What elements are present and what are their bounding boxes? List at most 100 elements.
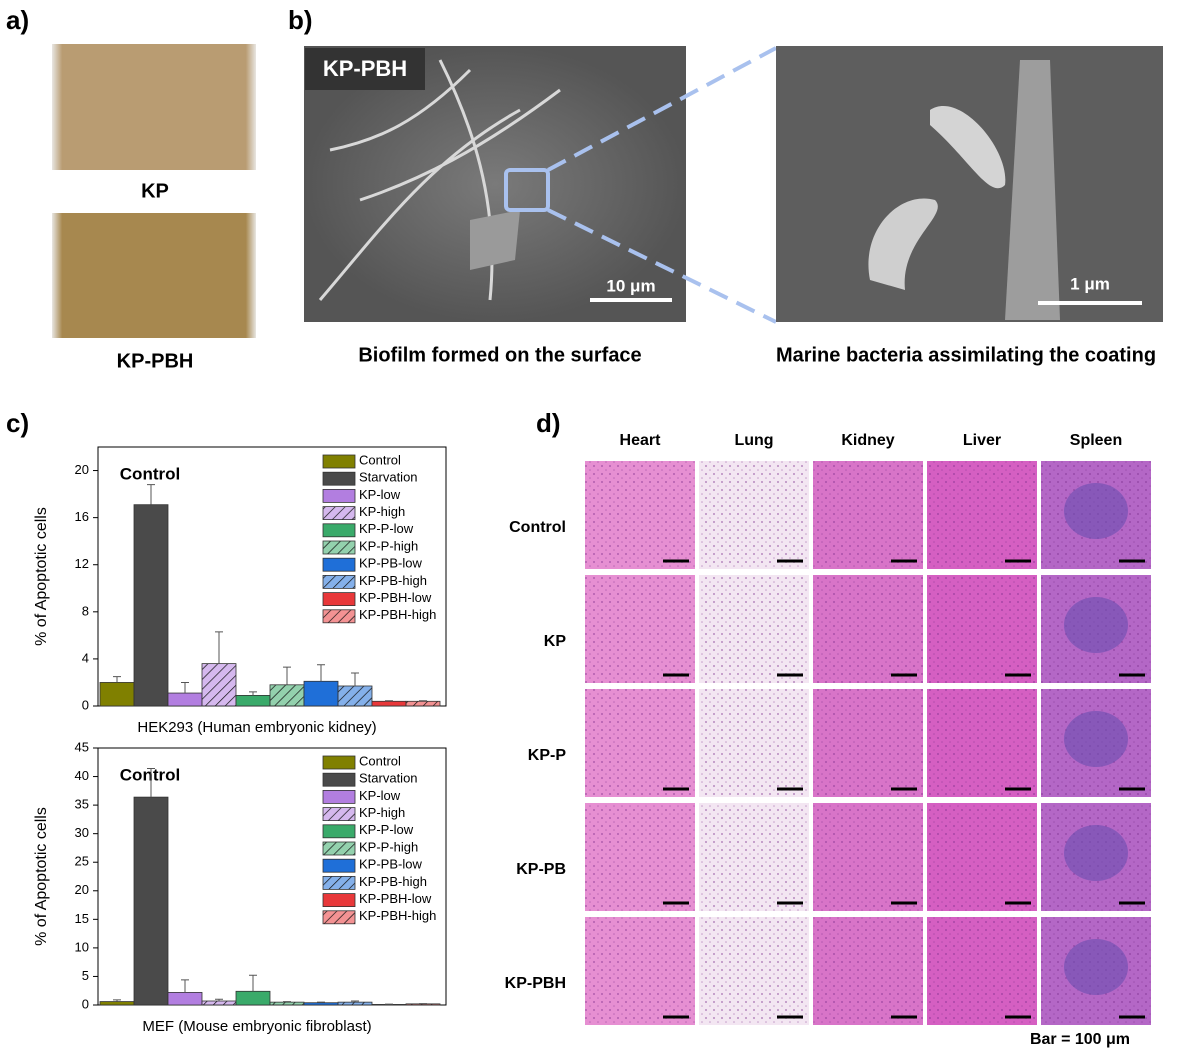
row-label: Control bbox=[509, 519, 566, 536]
photo bbox=[52, 44, 256, 170]
error-bar bbox=[215, 998, 223, 1001]
tissue-texture bbox=[927, 803, 1037, 911]
legend-label: KP-PB-high bbox=[359, 874, 427, 889]
tissue-texture bbox=[699, 917, 809, 1025]
tissue-texture bbox=[813, 917, 923, 1025]
error-bar bbox=[351, 672, 359, 686]
y-tick-label: 8 bbox=[82, 603, 89, 618]
bar bbox=[99, 682, 135, 707]
error-bar bbox=[317, 1001, 325, 1003]
legend-swatch bbox=[322, 592, 356, 606]
y-tick-label: 0 bbox=[82, 697, 89, 712]
bar bbox=[167, 692, 203, 707]
legend-label: KP-PBH-low bbox=[359, 590, 432, 605]
error-bar bbox=[147, 768, 155, 798]
error-bar bbox=[113, 999, 121, 1002]
tissue-region bbox=[1064, 711, 1128, 767]
column-label: Liver bbox=[963, 432, 1001, 449]
legend-swatch bbox=[322, 807, 356, 821]
tissue-texture bbox=[585, 689, 695, 797]
bar bbox=[303, 1002, 339, 1006]
debris bbox=[470, 210, 520, 270]
column-label: Kidney bbox=[841, 432, 894, 449]
error-bar bbox=[283, 1001, 291, 1003]
error-bar bbox=[351, 1000, 359, 1003]
legend-label: KP-PB-high bbox=[359, 573, 427, 588]
x-axis-label: MEF (Mouse embryonic fibroblast) bbox=[142, 1018, 371, 1035]
legend-swatch bbox=[322, 755, 356, 770]
zoom-line bbox=[547, 46, 777, 172]
caption: Marine bacteria assimilating the coating bbox=[776, 344, 1156, 366]
bar bbox=[201, 1000, 237, 1006]
zoom-line bbox=[547, 208, 777, 324]
bar bbox=[133, 504, 169, 707]
bar bbox=[371, 700, 407, 707]
y-tick-label: 20 bbox=[75, 462, 89, 477]
photo-label: KP bbox=[141, 180, 169, 202]
bacterium bbox=[868, 198, 938, 290]
annotation: Control bbox=[120, 464, 180, 483]
y-tick-label: 25 bbox=[75, 854, 89, 869]
row-label: KP-PBH bbox=[505, 975, 566, 992]
scale-label: 1 μm bbox=[1070, 274, 1110, 293]
tissue-texture bbox=[813, 689, 923, 797]
legend-swatch bbox=[322, 557, 356, 572]
legend-swatch bbox=[322, 893, 356, 907]
legend-label: KP-P-low bbox=[359, 521, 414, 536]
legend-swatch bbox=[322, 454, 356, 469]
fiber bbox=[1005, 60, 1060, 320]
legend-label: KP-PB-low bbox=[359, 857, 422, 872]
scale-label: 10 μm bbox=[606, 276, 655, 295]
bar bbox=[167, 992, 203, 1006]
panel-label: a) bbox=[6, 5, 29, 35]
panel-label: c) bbox=[6, 408, 29, 438]
error-bar bbox=[181, 681, 189, 694]
y-tick-label: 16 bbox=[75, 509, 89, 524]
legend-label: KP-PB-low bbox=[359, 556, 422, 571]
y-tick-label: 15 bbox=[75, 911, 89, 926]
legend-swatch bbox=[322, 824, 356, 839]
legend-swatch bbox=[322, 506, 356, 521]
error-bar bbox=[283, 666, 291, 685]
y-axis-label: % of Apoptotic cells bbox=[33, 807, 50, 946]
y-tick-label: 0 bbox=[82, 996, 89, 1011]
y-tick-label: 30 bbox=[75, 825, 89, 840]
legend-label: Starvation bbox=[359, 470, 418, 485]
y-tick-label: 10 bbox=[75, 939, 89, 954]
tissue-texture bbox=[699, 461, 809, 569]
legend-swatch bbox=[322, 575, 356, 589]
y-tick-label: 5 bbox=[82, 968, 89, 983]
legend-swatch bbox=[322, 858, 356, 873]
column-label: Lung bbox=[734, 432, 773, 449]
y-tick-label: 45 bbox=[75, 739, 89, 754]
bar bbox=[337, 685, 373, 707]
tissue-texture bbox=[585, 803, 695, 911]
legend-swatch bbox=[322, 523, 356, 538]
legend-swatch bbox=[322, 772, 356, 787]
zoom-box bbox=[504, 168, 550, 212]
legend-label: Control bbox=[359, 452, 401, 467]
legend-label: KP-high bbox=[359, 504, 405, 519]
legend-label: Starvation bbox=[359, 771, 418, 786]
photo-label: KP-PBH bbox=[117, 350, 194, 372]
error-bar bbox=[249, 691, 257, 696]
error-bar bbox=[215, 631, 223, 664]
tag-box bbox=[305, 48, 425, 90]
sem-image bbox=[304, 46, 686, 322]
error-bar bbox=[419, 700, 427, 702]
tissue-texture bbox=[927, 575, 1037, 683]
error-bar bbox=[317, 664, 325, 682]
tissue-texture bbox=[927, 461, 1037, 569]
row-label: KP-PB bbox=[516, 861, 566, 878]
x-axis-label: HEK293 (Human embryonic kidney) bbox=[137, 719, 376, 736]
tissue-region bbox=[1064, 939, 1128, 995]
row-label: KP bbox=[544, 633, 567, 650]
fiber bbox=[318, 59, 561, 301]
scale-note: Bar = 100 μm bbox=[1030, 1031, 1130, 1048]
bar bbox=[269, 684, 305, 707]
legend-swatch bbox=[322, 910, 356, 925]
y-axis-label: % of Apoptotic cells bbox=[33, 507, 50, 646]
legend-swatch bbox=[322, 609, 356, 624]
panel-label: d) bbox=[536, 408, 561, 438]
tissue-texture bbox=[699, 575, 809, 683]
